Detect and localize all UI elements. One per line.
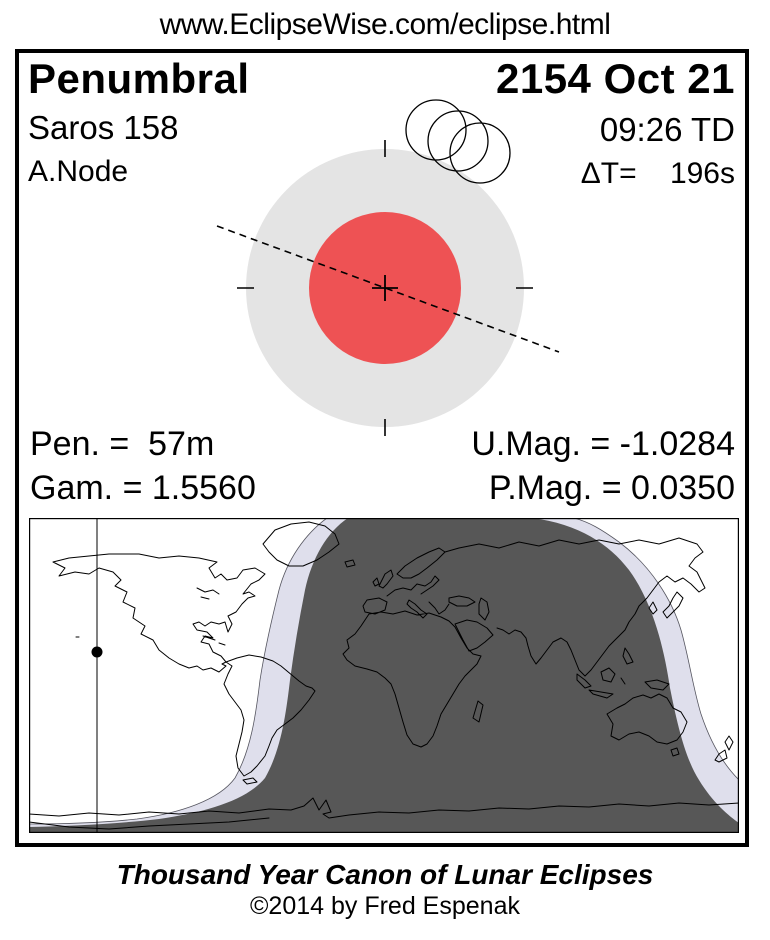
map-night-region xyxy=(29,518,739,833)
footer-copyright: ©2014 by Fred Espenak xyxy=(250,892,520,920)
greatest-eclipse-time: 09:26 TD xyxy=(599,111,735,148)
eclipse-type-label: Penumbral xyxy=(28,55,250,102)
sublunar-point-dot xyxy=(91,646,103,658)
map-border xyxy=(29,518,739,833)
delta-t-value: ΔT= 196s xyxy=(580,157,735,190)
eclipse-card-border xyxy=(15,49,749,847)
moon-disk-last-contact xyxy=(449,122,511,184)
eclipse-date: 2154 Oct 21 xyxy=(495,55,735,102)
stat-penumbral-duration: Pen. = 57m xyxy=(30,425,215,463)
saros-series-label: Saros 158 xyxy=(28,109,179,146)
continent-outline-asia-oceania xyxy=(444,537,734,763)
continent-outline-antarctica xyxy=(29,797,739,830)
stat-gamma: Gam. = 1.5560 xyxy=(30,469,256,507)
shadow-center-cross xyxy=(372,275,398,301)
footer-title: Thousand Year Canon of Lunar Eclipses xyxy=(116,859,654,890)
stat-umbral-magnitude: U.Mag. = -1.0284 xyxy=(471,425,735,463)
stat-penumbral-magnitude: P.Mag. = 0.0350 xyxy=(488,469,735,507)
source-url-text: www.EclipseWise.com/eclipse.html xyxy=(159,8,611,41)
continent-outline-americas xyxy=(52,521,340,785)
visibility-map xyxy=(29,518,739,833)
ecliptic-dashed-line xyxy=(216,225,560,353)
moon-disk-first-contact xyxy=(405,99,467,161)
node-label: A.Node xyxy=(28,155,129,188)
moon-disk-greatest xyxy=(427,110,489,172)
continent-outline-europe-africa xyxy=(342,547,494,748)
